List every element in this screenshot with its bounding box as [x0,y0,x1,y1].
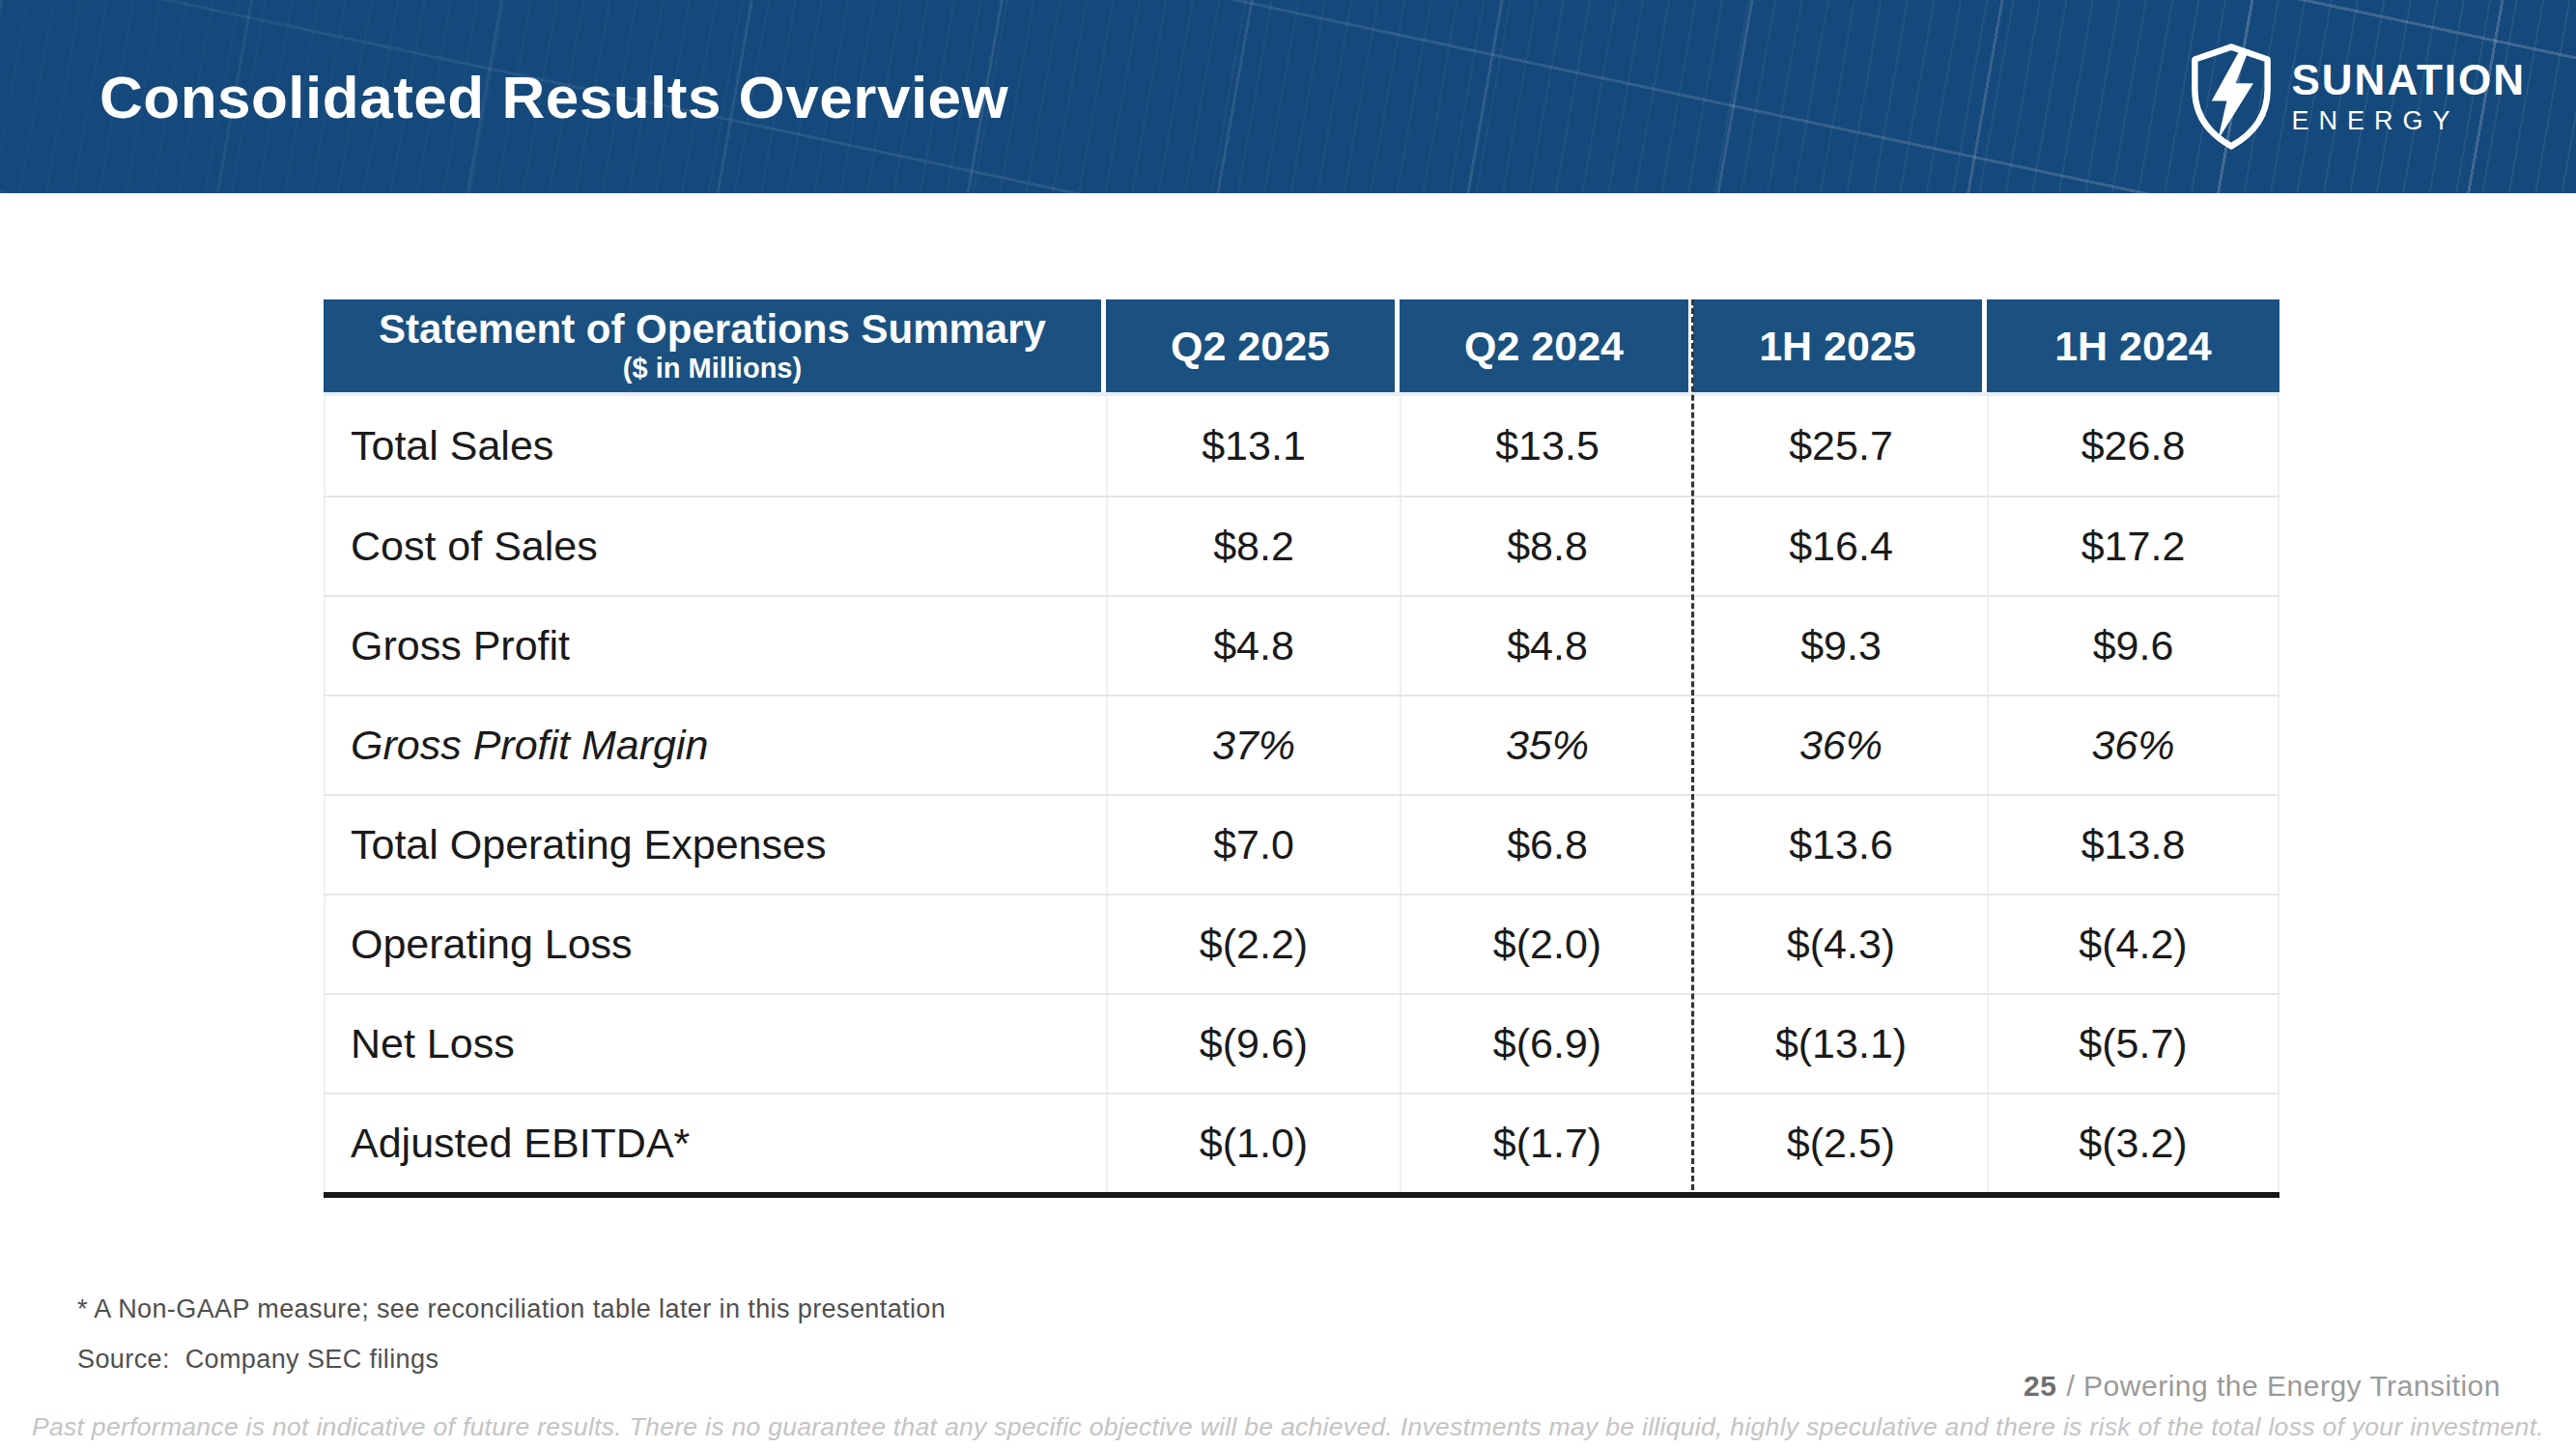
header-banner: Consolidated Results Overview SUNATION E… [0,0,2576,193]
table-title: Statement of Operations Summary [379,307,1046,352]
cell-value: $16.4 [1693,497,1987,595]
cell-value: $(3.2) [1987,1094,2279,1192]
period-divider-dotted-line [1691,299,1694,1190]
table-row: Operating Loss $(2.2) $(2.0) $(4.3) $(4.… [324,894,2279,993]
cell-value: $(5.7) [1987,995,2279,1093]
row-label: Gross Profit [324,597,1106,695]
cell-value: $13.8 [1987,796,2279,894]
cell-value: $(9.6) [1106,995,1400,1093]
table-row: Cost of Sales $8.2 $8.8 $16.4 $17.2 [324,496,2279,595]
footer-tagline: / Powering the Energy Transition [2066,1370,2501,1403]
cell-value: $4.8 [1400,597,1693,695]
cell-value: $(2.2) [1106,895,1400,993]
source-footnote: Source: Company SEC filings [77,1345,439,1375]
presentation-slide: Consolidated Results Overview SUNATION E… [0,0,2576,1449]
table-row: Total Sales $13.1 $13.5 $25.7 $26.8 [324,396,2279,496]
logo-subname: ENERGY [2291,108,2526,134]
table-row: Total Operating Expenses $7.0 $6.8 $13.6… [324,794,2279,894]
row-label: Operating Loss [324,895,1106,993]
cell-value: $13.5 [1400,396,1693,496]
cell-value: 35% [1400,696,1693,794]
page-title: Consolidated Results Overview [0,63,1008,131]
table-header-row: Statement of Operations Summary ($ in Mi… [324,299,2279,396]
cell-value: $8.8 [1400,497,1693,595]
page-number: 25 [2024,1370,2056,1403]
cell-value: $(6.9) [1400,995,1693,1093]
cell-value: $17.2 [1987,497,2279,595]
table-row: Net Loss $(9.6) $(6.9) $(13.1) $(5.7) [324,993,2279,1093]
logo-wordmark: SUNATION ENERGY [2291,59,2526,134]
cell-value: $13.1 [1106,396,1400,496]
cell-value: 36% [1987,696,2279,794]
cell-value: 37% [1106,696,1400,794]
cell-value: $9.6 [1987,597,2279,695]
column-header-q2-2025: Q2 2025 [1106,299,1400,392]
table-subtitle: ($ in Millions) [623,352,802,385]
company-logo: SUNATION ENERGY [2187,43,2526,151]
non-gaap-footnote: * A Non-GAAP measure; see reconciliation… [77,1294,946,1324]
cell-value: $25.7 [1693,396,1987,496]
table-header-title-cell: Statement of Operations Summary ($ in Mi… [324,299,1106,392]
row-label: Gross Profit Margin [324,696,1106,794]
cell-value: $(4.3) [1693,895,1987,993]
cell-value: $(1.0) [1106,1094,1400,1192]
table-row: Gross Profit Margin 37% 35% 36% 36% [324,695,2279,794]
column-header-q2-2024: Q2 2024 [1400,299,1693,392]
cell-value: $4.8 [1106,597,1400,695]
row-label: Cost of Sales [324,497,1106,595]
cell-value: $8.2 [1106,497,1400,595]
cell-value: $13.6 [1693,796,1987,894]
cell-value: $6.8 [1400,796,1693,894]
shield-lightning-icon [2187,43,2276,151]
cell-value: $9.3 [1693,597,1987,695]
cell-value: $(2.5) [1693,1094,1987,1192]
statement-of-operations-table: Statement of Operations Summary ($ in Mi… [324,299,2279,1198]
cell-value: $26.8 [1987,396,2279,496]
cell-value: $(13.1) [1693,995,1987,1093]
cell-value: $7.0 [1106,796,1400,894]
cell-value: $(1.7) [1400,1094,1693,1192]
row-label: Adjusted EBITDA* [324,1094,1106,1192]
table-row: Gross Profit $4.8 $4.8 $9.3 $9.6 [324,595,2279,695]
page-footer: 25 / Powering the Energy Transition [2024,1370,2501,1403]
logo-name: SUNATION [2291,59,2526,101]
cell-value: $(2.0) [1400,895,1693,993]
row-label: Net Loss [324,995,1106,1093]
table-row: Adjusted EBITDA* $(1.0) $(1.7) $(2.5) $(… [324,1093,2279,1192]
column-header-1h-2024: 1H 2024 [1987,299,2279,392]
column-header-1h-2025: 1H 2025 [1693,299,1987,392]
cell-value: $(4.2) [1987,895,2279,993]
row-label: Total Operating Expenses [324,796,1106,894]
table-body: Total Sales $13.1 $13.5 $25.7 $26.8 Cost… [324,396,2279,1192]
cell-value: 36% [1693,696,1987,794]
row-label: Total Sales [324,396,1106,496]
legal-disclaimer: Past performance is not indicative of fu… [0,1412,2576,1442]
